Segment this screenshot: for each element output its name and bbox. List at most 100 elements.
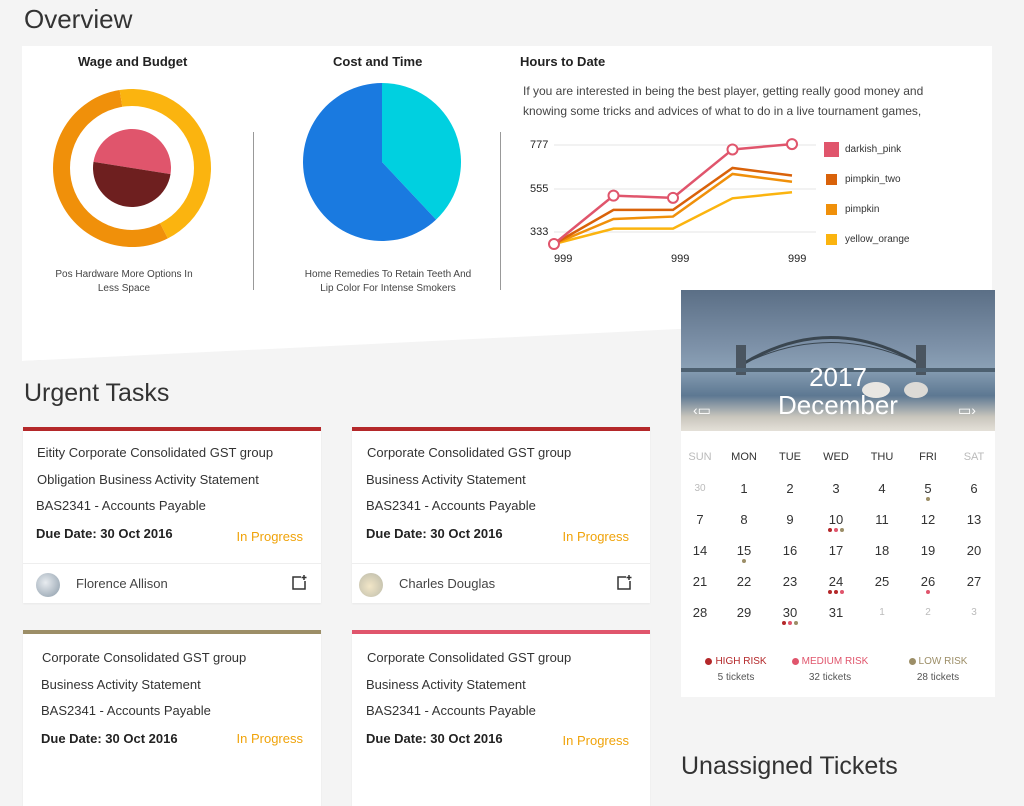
calendar-day[interactable]: 16 (782, 543, 798, 558)
calendar-day[interactable]: 29 (736, 605, 752, 620)
calendar-day[interactable]: 28 (692, 605, 708, 620)
calendar-day[interactable]: 21 (692, 574, 708, 589)
calendar-day[interactable]: 2 (786, 481, 794, 496)
calendar-day[interactable]: 2 (925, 607, 931, 618)
task-entity: Corporate Consolidated GST group (42, 650, 247, 665)
event-dot (828, 590, 832, 594)
task-account: BAS2341 - Accounts Payable (41, 703, 211, 718)
weekday-header: MON (731, 451, 757, 463)
calendar-day[interactable]: 31 (828, 605, 844, 620)
data-point (786, 138, 798, 151)
overview-card: Wage and Budget Pos Hardware More Option… (22, 46, 992, 361)
calendar-day[interactable]: 9 (786, 512, 794, 527)
calendar-day[interactable]: 1 (879, 607, 885, 618)
calendar-day[interactable]: 15 (736, 543, 752, 558)
calendar-day[interactable]: 10 (828, 512, 844, 527)
data-point (548, 238, 560, 250)
risk-dot (908, 658, 916, 665)
add-note-icon[interactable] (291, 575, 307, 591)
calendar-day[interactable]: 26 (920, 574, 936, 589)
task-status: In Progress (562, 529, 629, 544)
task-account: BAS2341 - Accounts Payable (366, 498, 536, 513)
event-dot (926, 590, 930, 594)
priority-bar (23, 630, 321, 634)
assignee-name: Florence Allison (76, 576, 168, 591)
calendar-day[interactable]: 25 (874, 574, 890, 589)
calendar-day[interactable]: 1 (740, 481, 748, 496)
task-entity: Corporate Consolidated GST group (367, 445, 572, 460)
calendar-day[interactable]: 13 (966, 512, 982, 527)
risk-summary: HIGH RISK 5 tickets (691, 656, 781, 683)
page-title: Overview (24, 4, 133, 34)
hours-line-chart: 777 555 333 999 999 999 (530, 138, 816, 265)
cost-time-chart (303, 83, 461, 241)
hours-description: If you are interested in being the best … (523, 84, 924, 118)
calendar-day[interactable]: 30 (694, 483, 706, 494)
task-due-date: Due Date: 30 Oct 2016 (366, 526, 503, 541)
risk-ticket-count: 5 tickets (717, 672, 755, 683)
calendar-day[interactable]: 3 (832, 481, 840, 496)
next-month-icon[interactable]: ▭› (958, 402, 976, 418)
legend-item: pimpkin (824, 194, 910, 224)
event-dot (926, 497, 930, 501)
risk-label: HIGH RISK (715, 656, 767, 667)
section-title: Urgent Tasks (24, 379, 170, 407)
calendar-day[interactable]: 18 (874, 543, 890, 558)
task-statement: Business Activity Statement (366, 472, 526, 487)
risk-ticket-count: 28 tickets (916, 672, 960, 683)
calendar-day[interactable]: 24 (828, 574, 844, 589)
calendar-day[interactable]: 17 (828, 543, 844, 558)
calendar-day[interactable]: 8 (740, 512, 748, 527)
task-footer: Charles Douglas (352, 563, 650, 603)
calendar-day[interactable]: 11 (875, 512, 889, 527)
calendar-day[interactable]: 3 (971, 607, 977, 618)
calendar-widget: 2017 December ‹▭ ▭› SUN MON TUE WED THU FRI SA… (681, 290, 995, 697)
task-card[interactable]: Corporate Consolidated GST group Busines… (352, 630, 650, 806)
task-statement: Business Activity Statement (366, 677, 526, 692)
event-dots (905, 590, 951, 595)
calendar-day[interactable]: 14 (692, 543, 708, 558)
calendar-day[interactable]: 23 (782, 574, 798, 589)
task-card[interactable]: Eitity Corporate Consolidated GST group … (23, 427, 321, 603)
task-card[interactable]: Corporate Consolidated GST group Busines… (352, 427, 650, 603)
calendar-day[interactable]: 27 (966, 574, 982, 589)
data-point (726, 143, 739, 156)
y-tick-label: 333 (530, 226, 548, 238)
calendar-month: December (778, 390, 898, 420)
weekday-header: SUN (688, 451, 712, 463)
calendar-day[interactable]: 22 (736, 574, 752, 589)
calendar-year: 2017 (809, 362, 867, 392)
calendar-day[interactable]: 30 (782, 605, 798, 620)
task-statement: Obligation Business Activity Statement (37, 472, 259, 487)
priority-bar (352, 427, 650, 431)
calendar-day[interactable]: 7 (696, 512, 704, 527)
task-due-date: Due Date: 30 Oct 2016 (36, 526, 173, 541)
event-dot (840, 528, 844, 532)
pie-slice (303, 83, 437, 241)
legend-swatch (824, 141, 839, 157)
calendar-day[interactable]: 5 (924, 481, 932, 496)
event-dots (813, 528, 859, 533)
legend-swatch (826, 203, 837, 215)
avatar (36, 573, 60, 597)
risk-dot (791, 658, 799, 665)
x-tick-label: 999 (671, 253, 689, 265)
event-dot (834, 528, 838, 532)
wage-budget-caption: Pos Hardware More Options In Less Space (55, 269, 193, 294)
calendar-day[interactable]: 6 (970, 481, 978, 496)
calendar-day[interactable]: 12 (920, 512, 936, 527)
calendar-day[interactable]: 4 (878, 481, 886, 496)
task-status: In Progress (236, 731, 303, 746)
prev-month-icon[interactable]: ‹▭ (693, 402, 711, 418)
weekday-header: TUE (779, 451, 801, 463)
legend-item: yellow_orange (824, 224, 910, 254)
task-card[interactable]: Corporate Consolidated GST group Busines… (23, 630, 321, 806)
event-dot (794, 621, 798, 625)
calendar-day[interactable]: 19 (920, 543, 936, 558)
event-dots (721, 559, 767, 564)
add-note-icon[interactable] (616, 575, 632, 591)
task-due-date: Due Date: 30 Oct 2016 (41, 731, 178, 746)
x-tick-label: 999 (788, 253, 806, 265)
calendar-day[interactable]: 20 (966, 543, 982, 558)
weekday-header: SAT (963, 451, 985, 463)
